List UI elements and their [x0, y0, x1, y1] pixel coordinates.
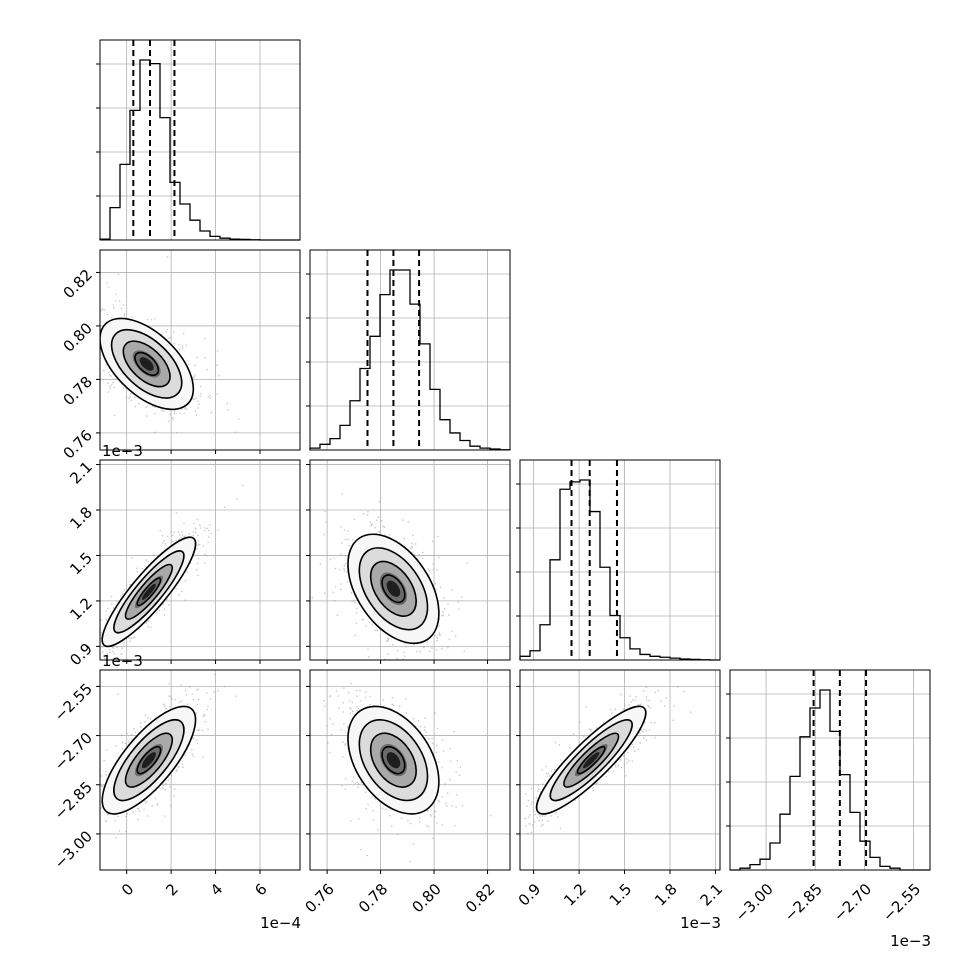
contour-line	[113, 550, 185, 634]
histogram-step	[519, 479, 720, 661]
x-tick-label: −2.70	[830, 880, 875, 925]
contour-line	[347, 533, 440, 645]
x-tick-label: −3.00	[732, 880, 777, 925]
contour-line	[134, 351, 160, 377]
contour-line	[110, 329, 183, 399]
panel-content	[520, 670, 720, 870]
x-tick-label: 0.76	[302, 880, 338, 916]
density-fill	[386, 580, 401, 597]
y-tick-label: 0.76	[60, 426, 96, 462]
x-tick-label: 0.78	[355, 880, 391, 916]
pair-panel-3-2	[516, 669, 721, 874]
histogram-step	[309, 269, 511, 451]
panel-frame	[99, 459, 301, 661]
panel-frame	[99, 669, 301, 871]
contour-line	[563, 732, 620, 788]
density-fill	[386, 752, 401, 769]
x-tick-label: 2	[162, 880, 181, 899]
contour-line	[358, 719, 429, 802]
density-fill	[139, 357, 154, 371]
panel-content	[310, 460, 510, 660]
contour-line	[381, 745, 406, 775]
marginal-panel-2	[516, 459, 721, 661]
contour-line	[369, 560, 417, 617]
y-tick-label: 0.80	[60, 319, 96, 355]
x-tick-label: −2.55	[879, 880, 924, 925]
pair-panel-2-0	[96, 459, 301, 664]
x-offset-label: 1e−3	[680, 914, 721, 932]
x-tick-label: 1.8	[651, 880, 681, 910]
pair-panel-1-0	[96, 249, 301, 454]
x-tick-label: −2.85	[781, 880, 826, 925]
marginal-panel-0	[96, 39, 301, 241]
x-tick-label: 0	[118, 880, 137, 899]
y-offset-label: 1e−3	[102, 442, 143, 460]
contour-line	[549, 719, 633, 802]
y-tick-label: 1.2	[66, 594, 96, 624]
density-fill	[583, 752, 600, 769]
density-fill	[141, 583, 156, 600]
panel-frame	[309, 459, 511, 661]
pair-panel-2-1	[306, 459, 511, 664]
x-tick-label: 6	[251, 880, 270, 899]
panel-content	[100, 670, 300, 870]
y-tick-label: 1.8	[66, 503, 96, 533]
panel-frame	[519, 459, 721, 661]
y-offset-label: 1e−3	[102, 652, 143, 670]
contour-line	[122, 340, 171, 388]
pair-panel-3-1	[306, 669, 511, 874]
panel-frame	[309, 669, 511, 871]
contour-line	[576, 745, 606, 775]
contour-line	[358, 547, 429, 631]
y-tick-label: −2.70	[51, 729, 96, 774]
contour-line	[369, 732, 417, 788]
scatter-points	[310, 493, 469, 660]
x-tick-label: 2.1	[697, 880, 727, 910]
contour-line	[381, 574, 406, 604]
y-tick-label: −2.55	[51, 680, 96, 725]
x-tick-label: 1.5	[606, 880, 636, 910]
contour-line	[100, 317, 195, 411]
contour-line	[347, 705, 440, 815]
panel-frame	[99, 39, 301, 241]
histogram-step	[99, 59, 300, 241]
marginal-panel-3	[726, 669, 931, 871]
contour-line	[136, 745, 162, 775]
panel-frame	[519, 669, 721, 871]
contour-line	[101, 705, 197, 815]
x-offset-label: 1e−3	[890, 932, 931, 950]
marginal-panel-1	[306, 249, 511, 451]
x-offset-label: 1e−4	[260, 914, 301, 932]
contour-line	[124, 732, 174, 788]
contour-line	[101, 536, 197, 648]
density-fill	[141, 752, 156, 769]
scatter-points	[524, 685, 692, 835]
y-tick-label: 0.82	[60, 266, 96, 302]
x-tick-label: 1.2	[560, 880, 590, 910]
y-tick-label: 0.9	[66, 640, 96, 670]
x-tick-label: 4	[207, 880, 226, 899]
panel-frame	[729, 669, 931, 871]
panel-content	[310, 670, 510, 870]
y-tick-label: 1.5	[66, 549, 96, 579]
x-tick-label: 0.9	[515, 880, 545, 910]
y-tick-label: −2.85	[51, 778, 96, 823]
pair-panel-3-0	[96, 669, 301, 874]
panel-frame	[99, 249, 301, 451]
contour-line	[535, 705, 647, 815]
panel-frame	[309, 249, 511, 451]
x-tick-label: 0.80	[408, 880, 444, 916]
y-tick-label: −3.00	[51, 827, 96, 872]
contour-line	[124, 563, 174, 620]
contour-line	[113, 719, 185, 802]
histogram-step	[730, 689, 930, 871]
x-tick-label: 0.82	[462, 880, 498, 916]
panel-content	[100, 460, 300, 660]
contour-line	[136, 577, 162, 607]
y-tick-label: 0.78	[60, 373, 96, 409]
panel-content	[100, 250, 300, 450]
